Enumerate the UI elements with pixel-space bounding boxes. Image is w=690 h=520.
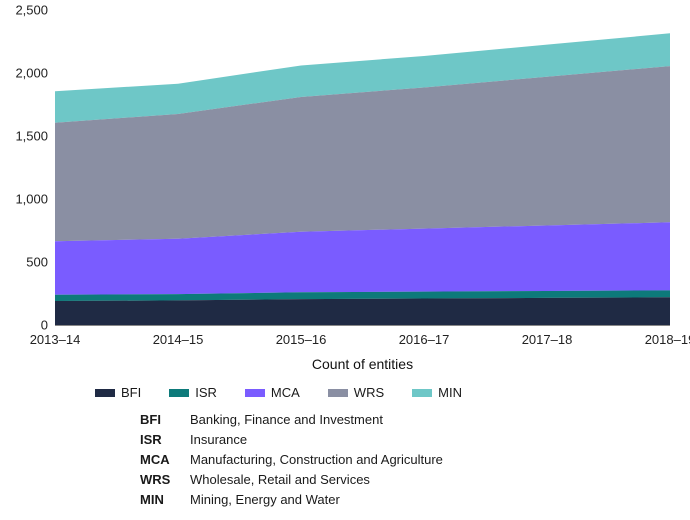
y-tick-label: 2,000: [0, 66, 48, 81]
legend-label: BFI: [121, 385, 141, 400]
legend-swatch: [412, 389, 432, 397]
legend-swatch: [328, 389, 348, 397]
definition-row: MCA Manufacturing, Construction and Agri…: [140, 450, 443, 470]
area-bfi: [55, 297, 670, 325]
legend-label: ISR: [195, 385, 217, 400]
x-tick-label: 2016–17: [399, 332, 450, 347]
y-tick-label: 0: [0, 318, 48, 333]
legend: BFI ISR MCA WRS MIN: [95, 385, 462, 400]
y-tick-label: 1,500: [0, 129, 48, 144]
definition-row: WRS Wholesale, Retail and Services: [140, 470, 443, 490]
x-tick-label: 2017–18: [522, 332, 573, 347]
definition-row: MIN Mining, Energy and Water: [140, 490, 443, 510]
legend-definitions: BFI Banking, Finance and Investment ISR …: [140, 410, 443, 510]
legend-item-isr: ISR: [169, 385, 217, 400]
definition-row: ISR Insurance: [140, 430, 443, 450]
definition-abbr: MCA: [140, 450, 176, 470]
definition-text: Banking, Finance and Investment: [190, 410, 383, 430]
legend-swatch: [245, 389, 265, 397]
y-tick-label: 500: [0, 255, 48, 270]
definition-text: Wholesale, Retail and Services: [190, 470, 370, 490]
legend-swatch: [169, 389, 189, 397]
definition-abbr: MIN: [140, 490, 176, 510]
stacked-areas-svg: [55, 10, 670, 325]
entities-stacked-area-chart: 0 500 1,000 1,500 2,000 2,500 2013–14 20…: [0, 0, 690, 520]
x-axis-title: Count of entities: [55, 356, 670, 372]
legend-label: MCA: [271, 385, 300, 400]
legend-item-bfi: BFI: [95, 385, 141, 400]
definition-abbr: BFI: [140, 410, 176, 430]
x-tick-label: 2015–16: [276, 332, 327, 347]
definition-abbr: WRS: [140, 470, 176, 490]
definition-row: BFI Banking, Finance and Investment: [140, 410, 443, 430]
x-tick-label: 2014–15: [153, 332, 204, 347]
legend-label: MIN: [438, 385, 462, 400]
y-tick-label: 2,500: [0, 3, 48, 18]
plot-area: [55, 10, 670, 326]
definition-abbr: ISR: [140, 430, 176, 450]
y-tick-label: 1,000: [0, 192, 48, 207]
x-tick-label: 2018–19: [645, 332, 690, 347]
legend-item-mca: MCA: [245, 385, 300, 400]
legend-item-min: MIN: [412, 385, 462, 400]
legend-item-wrs: WRS: [328, 385, 384, 400]
legend-label: WRS: [354, 385, 384, 400]
legend-swatch: [95, 389, 115, 397]
definition-text: Insurance: [190, 430, 247, 450]
x-tick-label: 2013–14: [30, 332, 81, 347]
definition-text: Mining, Energy and Water: [190, 490, 340, 510]
definition-text: Manufacturing, Construction and Agricult…: [190, 450, 443, 470]
